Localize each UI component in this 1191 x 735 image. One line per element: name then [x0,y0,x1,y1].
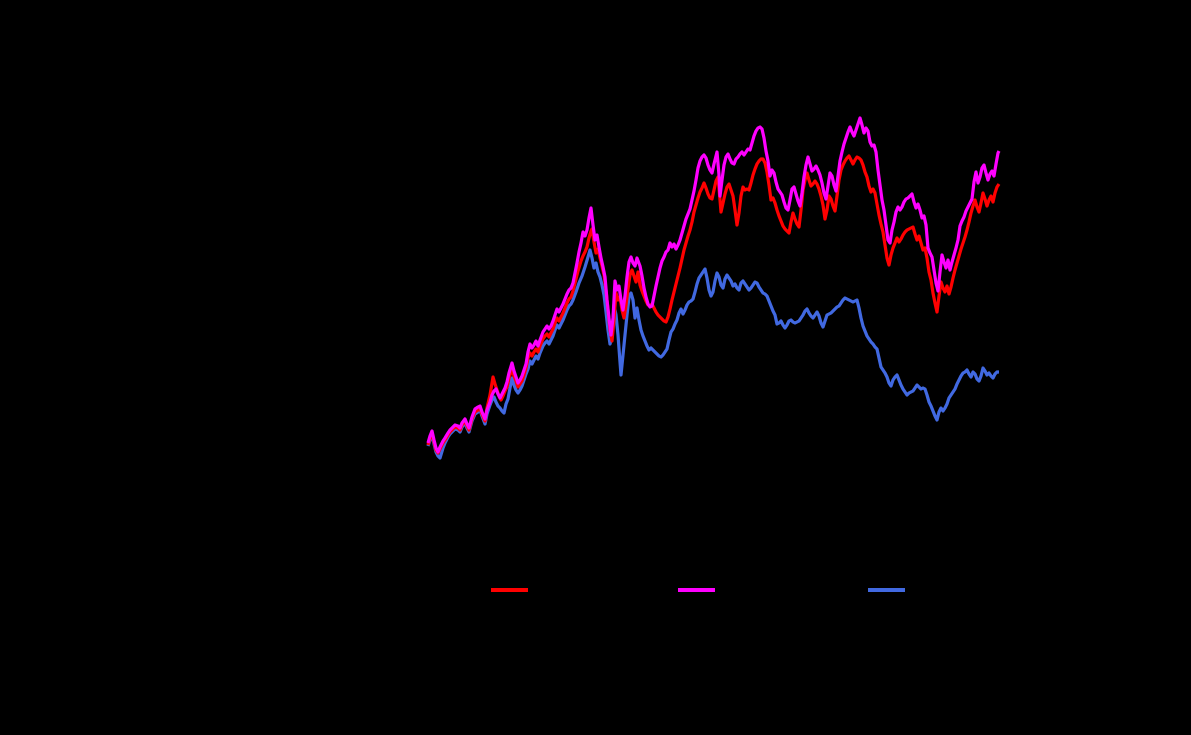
magenta-series-line [426,116,1001,454]
series-lines [426,116,1001,460]
blue-series-line [426,248,999,460]
red-series-line [426,154,1001,455]
